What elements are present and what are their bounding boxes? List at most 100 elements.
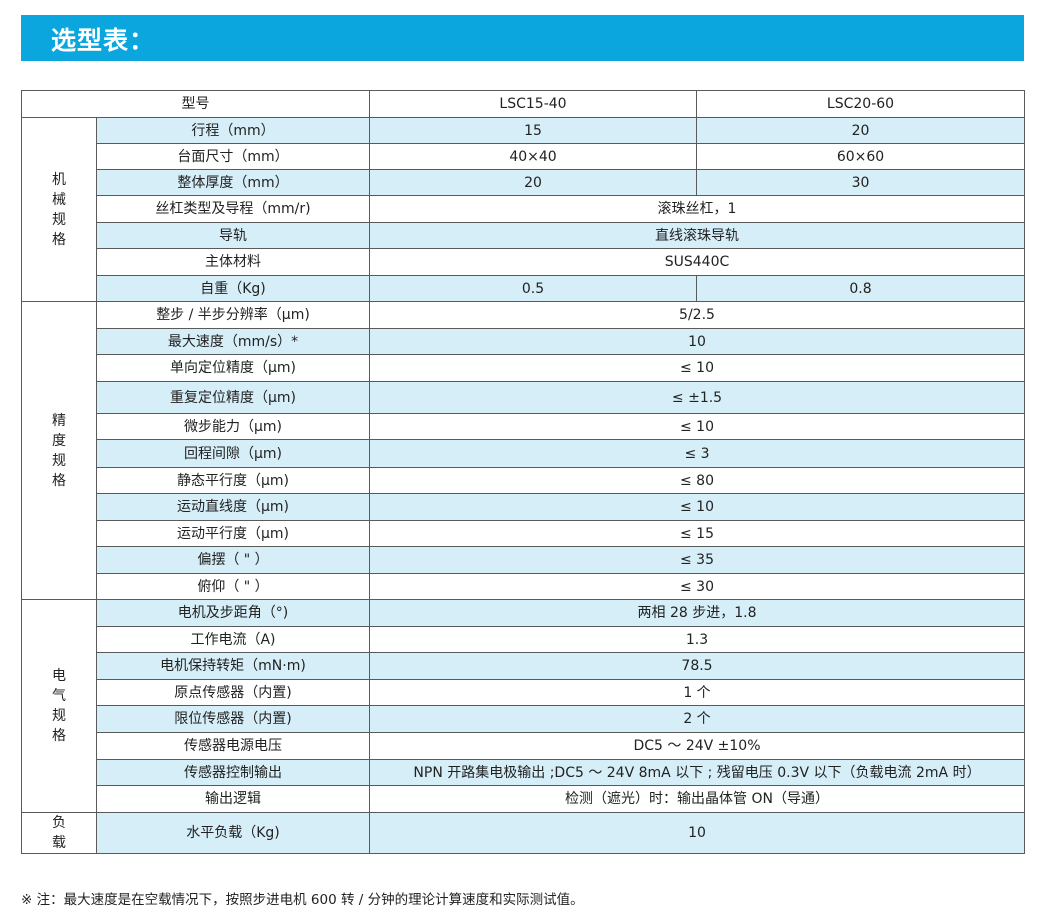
table-row: 原点传感器（内置) 1 个 bbox=[22, 679, 1025, 706]
row-value: 60×60 bbox=[696, 143, 1025, 170]
title-banner: 选型表： bbox=[21, 15, 1024, 61]
row-label: 传感器控制输出 bbox=[96, 759, 370, 786]
table-row: 整体厚度（mm） 20 30 bbox=[22, 169, 1025, 196]
table-row: 偏摆（ " ） ≤ 35 bbox=[22, 546, 1025, 574]
row-value: 20 bbox=[696, 117, 1025, 144]
table-row: 主体材料 SUS440C bbox=[22, 248, 1025, 276]
row-label: 输出逻辑 bbox=[96, 785, 370, 813]
row-value: ≤ 80 bbox=[369, 467, 1025, 494]
row-label: 限位传感器（内置) bbox=[96, 705, 370, 733]
row-value: ≤ 10 bbox=[369, 493, 1025, 521]
table-header-row: 型号 LSC15-40 LSC20-60 bbox=[21, 90, 1025, 118]
group-label: 电气规格 bbox=[21, 599, 97, 813]
row-value: NPN 开路集电极输出 ;DC5 ～ 24V 8mA 以下 ; 残留电压 0.3… bbox=[369, 759, 1025, 786]
group-label-char: 精 bbox=[52, 412, 66, 429]
row-label: 静态平行度（μm) bbox=[96, 467, 370, 494]
group-label: 精度规格 bbox=[21, 301, 97, 600]
row-value: 检测（遮光）时：输出晶体管 ON（导通） bbox=[369, 785, 1025, 813]
group-label-char: 载 bbox=[52, 835, 66, 851]
row-value: ≤ 10 bbox=[369, 354, 1025, 382]
row-value: 0.5 bbox=[369, 275, 697, 302]
row-value: 30 bbox=[696, 169, 1025, 196]
group-label-char: 规 bbox=[52, 452, 66, 469]
table-row: 机械规格行程（mm） 15 20 bbox=[21, 117, 1025, 302]
group-label-char: 度 bbox=[52, 432, 66, 449]
row-value: ≤ 3 bbox=[369, 439, 1025, 468]
group-label-char: 气 bbox=[52, 688, 66, 704]
row-value: 10 bbox=[369, 328, 1025, 355]
group-label: 负载 bbox=[21, 812, 97, 854]
table-row: 导轨 直线滚珠导轨 bbox=[22, 222, 1025, 249]
table-row: 电气规格电机及步距角（°) 两相 28 步进，1.8 bbox=[21, 599, 1025, 813]
table-row: 传感器控制输出 NPN 开路集电极输出 ;DC5 ～ 24V 8mA 以下 ; 残… bbox=[22, 759, 1025, 786]
row-value: 滚珠丝杠，1 bbox=[369, 195, 1025, 223]
row-label: 丝杠类型及导程（mm/r) bbox=[96, 195, 370, 223]
table-row: 微步能力（μm) ≤ 10 bbox=[22, 413, 1025, 440]
row-label: 整步 / 半步分辨率（μm) bbox=[96, 301, 370, 329]
row-value: ≤ ±1.5 bbox=[369, 381, 1025, 414]
header-model-2: LSC20-60 bbox=[696, 90, 1025, 118]
table-row: 输出逻辑 检测（遮光）时：输出晶体管 ON（导通） bbox=[22, 785, 1025, 813]
row-label: 最大速度（mm/s）* bbox=[96, 328, 370, 355]
row-label: 整体厚度（mm） bbox=[96, 169, 370, 196]
row-value: ≤ 35 bbox=[369, 546, 1025, 574]
row-value: 两相 28 步进，1.8 bbox=[369, 599, 1025, 627]
row-label: 原点传感器（内置) bbox=[96, 679, 370, 706]
row-value: 15 bbox=[369, 117, 697, 144]
header-model-1: LSC15-40 bbox=[369, 90, 697, 118]
group-label-char: 负 bbox=[52, 815, 66, 831]
page-title: 选型表： bbox=[51, 26, 156, 55]
row-label: 重复定位精度（μm) bbox=[96, 381, 370, 414]
row-value: 0.8 bbox=[696, 275, 1025, 302]
group-label: 机械规格 bbox=[21, 117, 97, 302]
row-value: DC5 ～ 24V ±10% bbox=[369, 732, 1025, 760]
row-label: 水平负载（Kg) bbox=[96, 812, 370, 854]
row-label: 导轨 bbox=[96, 222, 370, 249]
table-row: 静态平行度（μm) ≤ 80 bbox=[22, 467, 1025, 494]
row-label: 工作电流（A) bbox=[96, 626, 370, 653]
table-row: 工作电流（A) 1.3 bbox=[22, 626, 1025, 653]
group-label-char: 规 bbox=[52, 708, 66, 724]
group-label-char: 电 bbox=[52, 668, 66, 684]
table-row: 精度规格整步 / 半步分辨率（μm) 5/2.5 bbox=[21, 301, 1025, 600]
group-label-char: 规 bbox=[52, 211, 66, 228]
row-label: 自重（Kg) bbox=[96, 275, 370, 302]
group-label-char: 机 bbox=[52, 171, 66, 188]
row-label: 偏摆（ " ） bbox=[96, 546, 370, 574]
row-label: 电机及步距角（°) bbox=[96, 599, 370, 627]
table-row: 最大速度（mm/s）* 10 bbox=[22, 328, 1025, 355]
row-value: ≤ 30 bbox=[369, 573, 1025, 600]
row-label: 传感器电源电压 bbox=[96, 732, 370, 760]
row-label: 台面尺寸（mm） bbox=[96, 143, 370, 170]
spec-table: 型号 LSC15-40 LSC20-60 机械规格行程（mm） 15 20 台面尺寸（… bbox=[21, 90, 1025, 854]
table-row: 自重（Kg) 0.5 0.8 bbox=[22, 275, 1025, 302]
table-row: 回程间隙（μm) ≤ 3 bbox=[22, 439, 1025, 468]
table-row: 重复定位精度（μm) ≤ ±1.5 bbox=[22, 381, 1025, 414]
row-label: 回程间隙（μm) bbox=[96, 439, 370, 468]
row-value: 1.3 bbox=[369, 626, 1025, 653]
row-label: 运动直线度（μm) bbox=[96, 493, 370, 521]
row-value: ≤ 10 bbox=[369, 413, 1025, 440]
row-label: 电机保持转矩（mN·m) bbox=[96, 652, 370, 680]
row-value: 10 bbox=[369, 812, 1025, 854]
group-label-char: 格 bbox=[52, 472, 66, 489]
row-value: 40×40 bbox=[369, 143, 697, 170]
table-row: 丝杠类型及导程（mm/r) 滚珠丝杠，1 bbox=[22, 195, 1025, 223]
row-label: 运动平行度（μm) bbox=[96, 520, 370, 547]
table-row: 运动平行度（μm) ≤ 15 bbox=[22, 520, 1025, 547]
table-row: 台面尺寸（mm） 40×40 60×60 bbox=[22, 143, 1025, 170]
row-value: ≤ 15 bbox=[369, 520, 1025, 547]
table-row: 俯仰（ " ） ≤ 30 bbox=[22, 573, 1025, 600]
group-label-char: 格 bbox=[52, 231, 66, 248]
row-value: 2 个 bbox=[369, 705, 1025, 733]
row-value: 5/2.5 bbox=[369, 301, 1025, 329]
row-value: 20 bbox=[369, 169, 697, 196]
table-row: 限位传感器（内置) 2 个 bbox=[22, 705, 1025, 733]
row-label: 单向定位精度（μm) bbox=[96, 354, 370, 382]
table-row: 负载水平负载（Kg) 10 bbox=[21, 812, 1025, 854]
row-value: SUS440C bbox=[369, 248, 1025, 276]
table-row: 传感器电源电压 DC5 ～ 24V ±10% bbox=[22, 732, 1025, 760]
header-model-label: 型号 bbox=[21, 90, 370, 118]
group-label-char: 格 bbox=[52, 728, 66, 744]
row-value: 直线滚珠导轨 bbox=[369, 222, 1025, 249]
